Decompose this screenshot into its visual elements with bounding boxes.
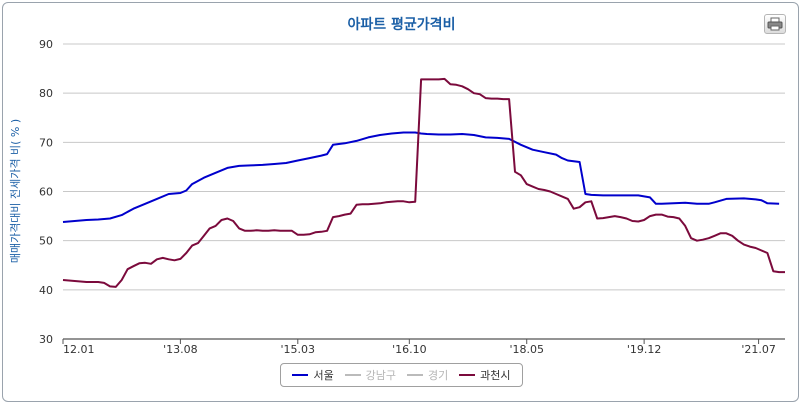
legend-swatch	[459, 374, 476, 376]
y-tick-label: 90	[39, 38, 53, 51]
legend-label: 서울	[313, 369, 334, 382]
y-axis-label: 매매가격대비 전세가격 비( % )	[9, 119, 22, 263]
legend-item-gyeonggi[interactable]: 경기	[406, 367, 449, 383]
x-tick-label: '15.03	[281, 343, 316, 356]
x-tick-label: '16.10	[392, 343, 427, 356]
chart-title: 아파트 평균가격비	[347, 17, 456, 33]
chart-legend: 서울 강남구 경기 과천시	[280, 363, 523, 387]
series-line-0[interactable]	[62, 131, 780, 223]
legend-swatch	[344, 374, 361, 376]
x-tick-label: '13.08	[163, 343, 198, 356]
legend-label: 경기	[427, 369, 449, 382]
x-axis-ticks: 12.01 '13.08 '15.03 '16.10 '18.05 '19.12 '21.0…	[62, 339, 776, 356]
legend-item-gangnam[interactable]: 강남구	[344, 367, 397, 383]
legend-item-seoul[interactable]: 서울	[292, 367, 334, 383]
printer-icon	[767, 17, 783, 31]
gridlines	[63, 43, 785, 340]
y-axis-ticks: 30 40 50 60 70 80 90	[39, 38, 53, 346]
x-tick-label: 12.01	[63, 343, 95, 356]
series-line-3[interactable]	[62, 77, 785, 288]
x-tick-label: '21.07	[741, 343, 776, 356]
legend-label: 강남구	[365, 369, 397, 382]
legend-swatch	[406, 374, 423, 376]
y-tick-label: 70	[39, 136, 53, 149]
x-tick-label: '18.05	[509, 343, 544, 356]
legend-swatch	[292, 374, 309, 376]
y-tick-label: 80	[39, 87, 53, 100]
x-tick-label: '19.12	[627, 343, 662, 356]
y-tick-label: 60	[39, 186, 53, 199]
legend-item-gwacheon[interactable]: 과천시	[459, 367, 511, 383]
y-tick-label: 30	[39, 333, 53, 346]
legend-label: 과천시	[480, 369, 511, 382]
print-button[interactable]	[764, 14, 786, 34]
series-lines	[62, 77, 785, 288]
y-tick-label: 40	[39, 284, 53, 297]
y-tick-label: 50	[39, 235, 53, 248]
